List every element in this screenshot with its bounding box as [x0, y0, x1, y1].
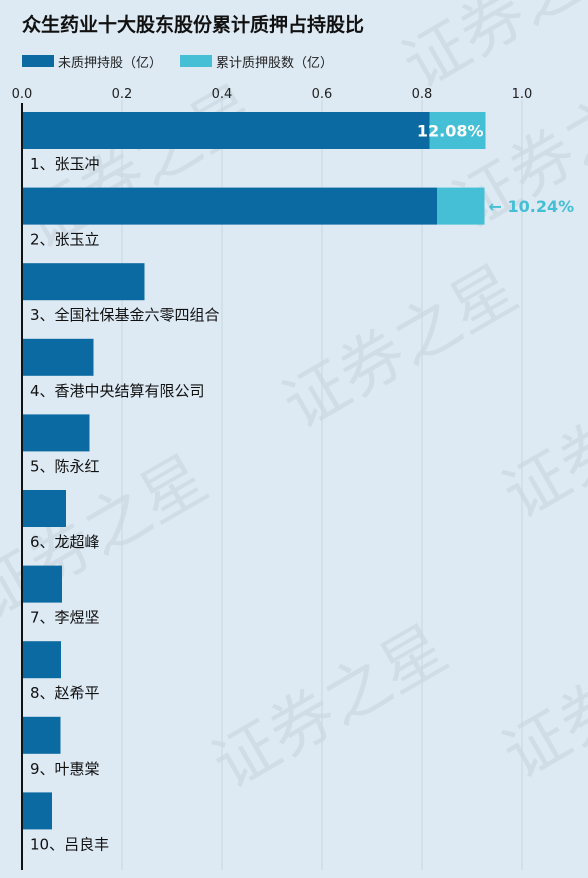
category-label: 1、张玉冲 — [30, 155, 100, 173]
bar-pledged — [429, 112, 486, 149]
category-label: 8、赵希平 — [30, 684, 100, 702]
bar-unpledged — [22, 414, 90, 452]
bar-unpledged — [22, 112, 430, 149]
bar-unpledged — [22, 716, 61, 754]
bar-pledged — [437, 187, 485, 225]
x-tick-label: 0.2 — [112, 87, 133, 102]
watermark-text: 证券之星 — [491, 342, 588, 534]
data-label: 12.08% — [417, 122, 484, 141]
bar-unpledged — [22, 641, 61, 679]
x-tick-label: 0.6 — [312, 87, 333, 102]
legend-label-pledged: 累计质押股数（亿） — [216, 55, 334, 71]
legend-swatch-pledged — [180, 55, 213, 67]
watermark-text: 证券之星 — [201, 612, 460, 804]
legend-swatch-unpledged — [22, 55, 54, 67]
bar-unpledged — [22, 187, 437, 225]
x-tick-label: 0.4 — [212, 87, 233, 102]
watermark-text: 证券之星 — [491, 602, 588, 794]
chart-legend: 未质押持股（亿） 累计质押股数（亿） — [22, 52, 351, 71]
bar-unpledged — [22, 565, 62, 603]
category-label: 5、陈永红 — [30, 457, 100, 475]
x-tick-label: 0.8 — [412, 87, 433, 102]
category-label: 10、吕良丰 — [30, 835, 109, 853]
bar-unpledged — [22, 792, 52, 830]
legend-item-unpledged: 未质押持股（亿） — [22, 52, 162, 71]
watermark-text: 证券之星 — [271, 252, 530, 444]
category-label: 4、香港中央结算有限公司 — [30, 382, 205, 400]
bar-unpledged — [22, 490, 66, 527]
bar-unpledged — [22, 338, 94, 376]
x-tick-label: 1.0 — [512, 87, 533, 102]
x-tick-label: 0.0 — [12, 87, 33, 102]
legend-label-unpledged: 未质押持股（亿） — [58, 55, 163, 71]
category-label: 7、李煜坚 — [30, 609, 100, 627]
category-label: 2、张玉立 — [30, 231, 100, 249]
legend-item-pledged: 累计质押股数（亿） — [180, 52, 333, 71]
category-label: 9、叶惠棠 — [30, 760, 100, 778]
chart-title: 众生药业十大股东股份累计质押占持股比 — [22, 14, 365, 36]
bar-unpledged — [22, 263, 145, 301]
category-label: 6、龙超峰 — [30, 533, 100, 551]
data-label: ← 10.24% — [489, 197, 575, 216]
category-label: 3、全国社保基金六零四组合 — [30, 306, 220, 324]
